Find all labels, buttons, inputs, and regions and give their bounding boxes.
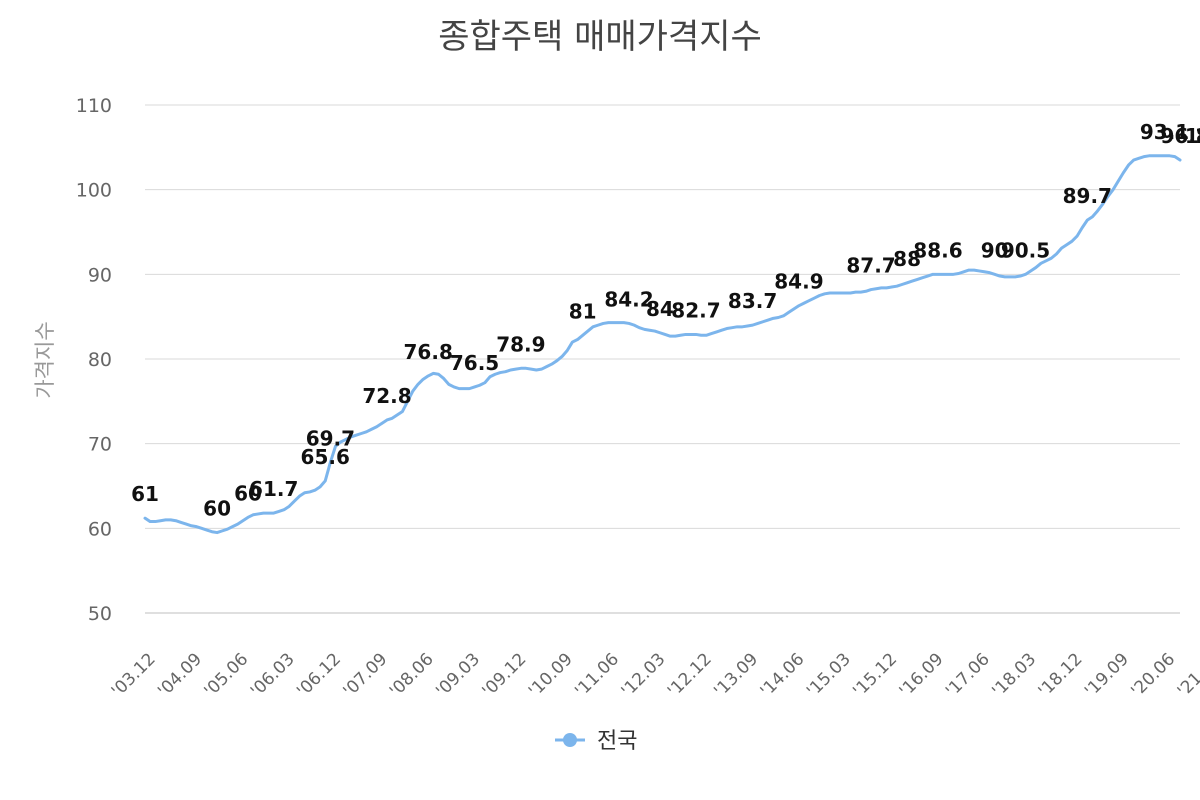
data-label: 83.7 bbox=[728, 289, 777, 313]
x-tick-label: '16.09 bbox=[896, 649, 948, 701]
x-tick-label: '20.06 bbox=[1127, 649, 1179, 701]
chart-title: 종합주택 매매가격지수 bbox=[438, 17, 762, 57]
y-tick-label: 90 bbox=[88, 264, 112, 286]
data-label: 96.8 bbox=[1160, 124, 1200, 148]
x-tick-label: '15.03 bbox=[803, 649, 855, 701]
data-label: 60 bbox=[203, 497, 231, 521]
y-tick-label: 80 bbox=[88, 349, 112, 371]
x-tick-label: '08.06 bbox=[386, 649, 438, 701]
data-label: 61 bbox=[131, 482, 159, 506]
data-label: 60 bbox=[234, 481, 262, 505]
data-label: 76.8 bbox=[404, 340, 453, 364]
y-axis-label: 가격지수 bbox=[33, 321, 57, 398]
data-label: 61.7 bbox=[249, 477, 298, 501]
x-tick-label: '21.03 bbox=[1174, 649, 1200, 701]
x-tick-label: '13.09 bbox=[710, 649, 762, 701]
x-tick-label: '17.06 bbox=[942, 649, 994, 701]
x-tick-label: '14.06 bbox=[757, 649, 809, 701]
x-axis-ticks: '03.12'04.09'05.06'06.03'06.12'07.09'08.… bbox=[108, 649, 1200, 701]
y-tick-label: 110 bbox=[76, 95, 112, 117]
data-label: 69.7 bbox=[306, 426, 355, 450]
data-label: 78.9 bbox=[496, 332, 545, 356]
x-tick-label: '15.12 bbox=[849, 649, 901, 701]
data-label: 89.7 bbox=[1063, 184, 1112, 208]
data-label: 84.2 bbox=[604, 287, 653, 311]
legend-label: 전국 bbox=[597, 729, 637, 754]
data-label: 76.5 bbox=[450, 351, 499, 375]
legend[interactable]: 전국 bbox=[555, 729, 637, 754]
x-tick-label: '03.12 bbox=[108, 649, 160, 701]
legend-dot-marker bbox=[563, 733, 577, 747]
x-tick-label: '10.09 bbox=[525, 649, 577, 701]
x-tick-label: '09.03 bbox=[432, 649, 484, 701]
x-tick-label: '04.09 bbox=[154, 649, 206, 701]
data-label: 88.6 bbox=[913, 238, 962, 262]
x-tick-label: '18.03 bbox=[988, 649, 1040, 701]
x-tick-label: '19.09 bbox=[1081, 649, 1133, 701]
y-tick-label: 50 bbox=[88, 603, 112, 625]
x-tick-label: '12.03 bbox=[618, 649, 670, 701]
data-label: 84.9 bbox=[774, 270, 823, 294]
series-lines bbox=[143, 154, 1182, 535]
x-tick-label: '05.06 bbox=[201, 649, 253, 701]
x-tick-label: '06.12 bbox=[293, 649, 345, 701]
data-label: 84 bbox=[646, 297, 674, 321]
data-label: 100 bbox=[1185, 124, 1200, 148]
data-label: 90 bbox=[981, 238, 1009, 262]
x-tick-label: '12.12 bbox=[664, 649, 716, 701]
y-tick-label: 60 bbox=[88, 518, 112, 540]
data-label: 103.7 bbox=[1195, 124, 1200, 148]
data-label: 82.7 bbox=[671, 298, 720, 322]
x-tick-label: '18.12 bbox=[1035, 649, 1087, 701]
data-label: 65.6 bbox=[301, 445, 350, 469]
y-tick-label: 70 bbox=[88, 434, 112, 456]
x-tick-label: '07.09 bbox=[340, 649, 392, 701]
y-tick-label: 100 bbox=[76, 180, 112, 202]
x-tick-label: '09.12 bbox=[479, 649, 531, 701]
data-label: 90.5 bbox=[1001, 238, 1050, 262]
series-line[interactable] bbox=[143, 154, 1182, 535]
data-label: 81 bbox=[569, 299, 597, 323]
data-label: 72.8 bbox=[362, 384, 411, 408]
data-label: 87.7 bbox=[846, 254, 895, 278]
y-axis-ticks: 50 60 70 80 90 100 110 bbox=[76, 95, 112, 625]
data-label: 88 bbox=[893, 247, 921, 271]
x-tick-label: '06.03 bbox=[247, 649, 299, 701]
data-label: 93.1 bbox=[1140, 120, 1189, 144]
x-tick-label: '11.06 bbox=[571, 649, 623, 701]
gridlines bbox=[145, 104, 1180, 614]
